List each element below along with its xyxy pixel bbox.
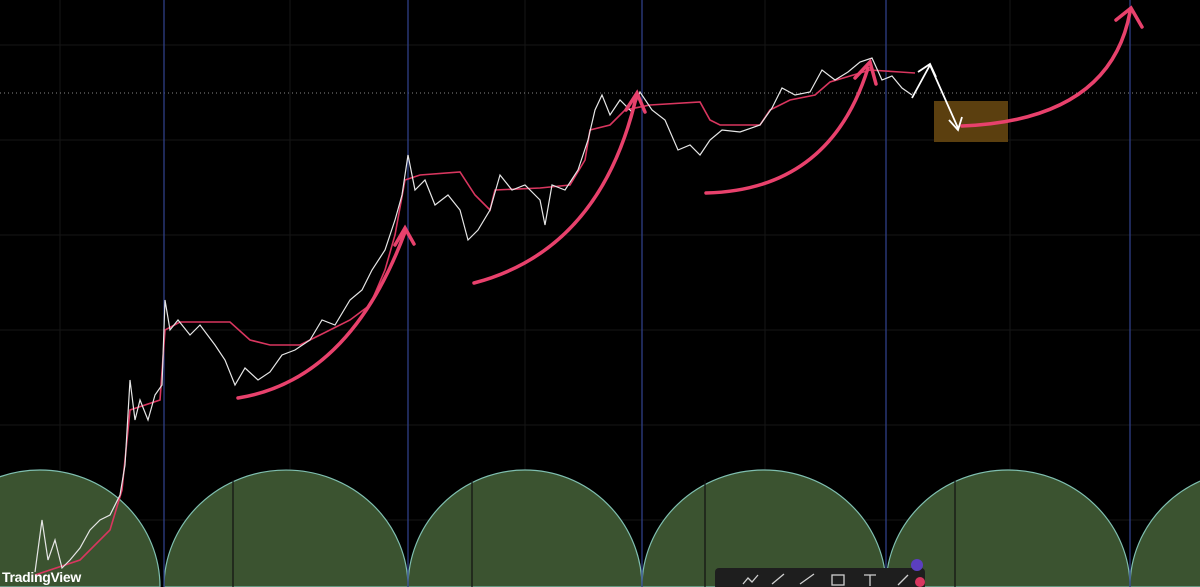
cycle-lines xyxy=(163,0,1131,587)
tool-icon[interactable] xyxy=(771,573,785,585)
drawing-toolbar[interactable] xyxy=(715,559,925,587)
tool-badge[interactable] xyxy=(915,577,925,587)
tool-icon[interactable] xyxy=(799,573,815,585)
tool-icon[interactable] xyxy=(831,574,845,586)
cycle-domes xyxy=(0,469,1200,587)
price-line xyxy=(34,57,913,573)
dome-center-lines xyxy=(232,480,956,587)
projection-arrow xyxy=(911,62,963,132)
forecast-arrows xyxy=(236,5,1144,400)
toolbar-bg xyxy=(715,568,925,587)
tool-icon[interactable] xyxy=(864,574,876,586)
tool-badge[interactable] xyxy=(911,559,923,571)
tool-icon[interactable] xyxy=(742,574,759,585)
tool-icon[interactable] xyxy=(897,574,909,586)
watermark: TradingView xyxy=(2,569,81,585)
